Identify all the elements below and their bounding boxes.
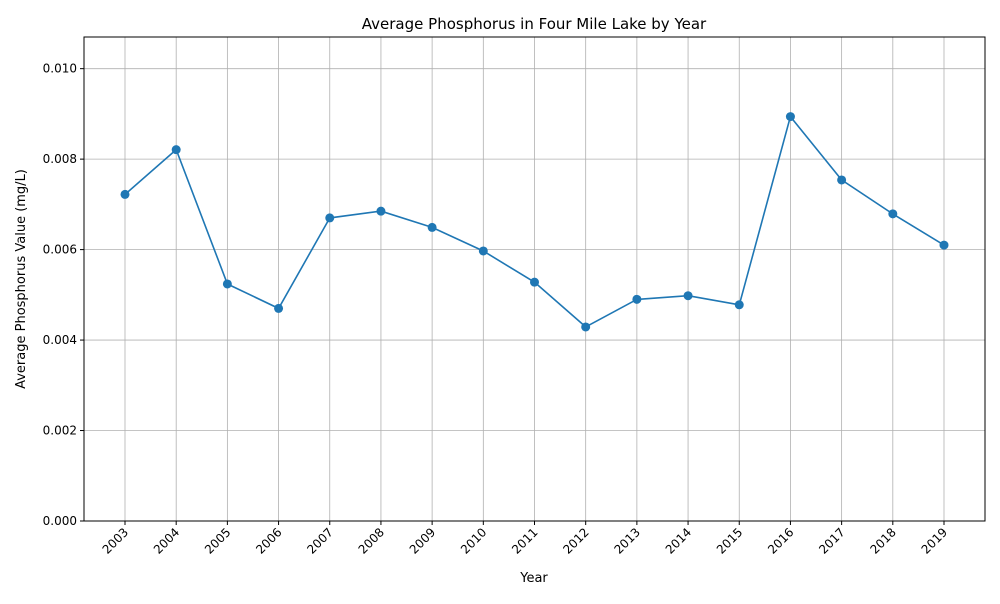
y-tick-label: 0.002 <box>43 424 77 438</box>
data-point <box>376 206 386 216</box>
y-tick-label: 0.008 <box>43 152 77 166</box>
data-point <box>939 240 949 250</box>
data-point <box>734 300 744 310</box>
data-point <box>325 213 335 223</box>
data-point <box>683 291 693 301</box>
data-point <box>581 322 591 332</box>
y-axis-ticks: 0.000 0.002 0.004 0.006 0.008 0.010 <box>43 62 84 528</box>
chart-title: Average Phosphorus in Four Mile Lake by … <box>362 15 707 33</box>
data-point <box>171 145 181 155</box>
data-point <box>632 294 642 304</box>
data-point <box>478 246 488 256</box>
data-point <box>120 189 130 199</box>
y-tick-label: 0.006 <box>43 243 77 257</box>
x-axis-label: Year <box>519 571 548 586</box>
data-point <box>785 112 795 122</box>
y-tick-label: 0.004 <box>43 333 77 347</box>
data-point <box>837 175 847 185</box>
y-tick-label: 0.010 <box>43 62 77 76</box>
data-point <box>222 279 232 289</box>
data-point <box>427 222 437 232</box>
data-point <box>274 303 284 313</box>
y-axis-label: Average Phosphorus Value (mg/L) <box>14 169 29 389</box>
data-point <box>530 277 539 287</box>
data-point <box>888 209 898 219</box>
y-tick-label: 0.000 <box>43 514 77 528</box>
data-points <box>120 112 949 332</box>
